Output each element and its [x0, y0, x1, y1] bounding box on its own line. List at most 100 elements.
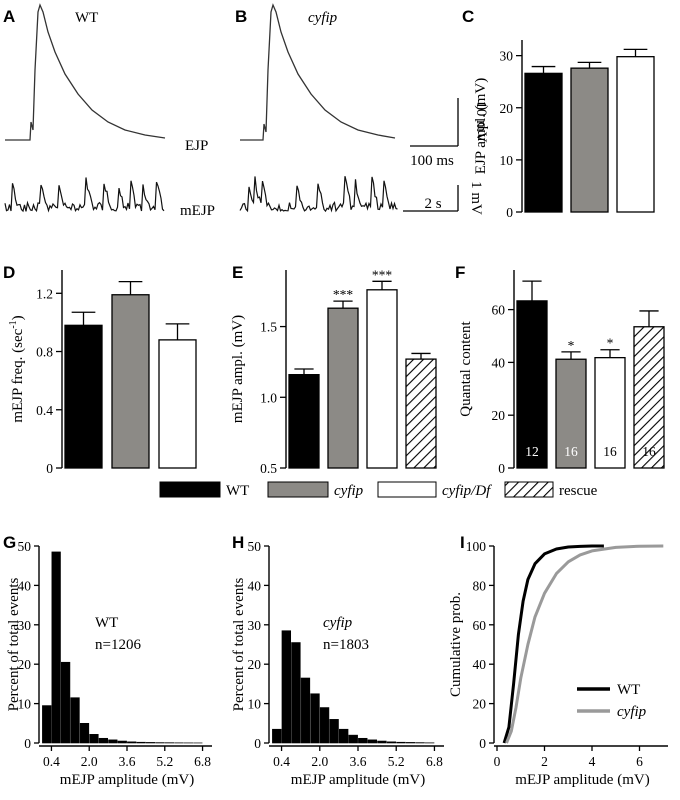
y-tick-label-H: 0	[254, 736, 261, 751]
significance-E-1: ***	[333, 287, 354, 302]
ejp-trace-wt	[5, 3, 166, 141]
y-tick-label-H: 50	[248, 539, 262, 554]
bar-E-3	[405, 358, 437, 469]
panel-label-d: D	[3, 263, 15, 282]
x-tick-label-H: 5.2	[388, 754, 405, 769]
y-tick-label-D: 0.4	[36, 403, 53, 418]
ejp-label: EJP	[185, 138, 208, 154]
hist-bar-H-12	[386, 741, 397, 744]
n-count-H: n=1803	[323, 637, 369, 653]
hist-bar-G-3	[70, 697, 80, 744]
y-tick-label-F: 0	[498, 461, 505, 476]
genotype-legend: WT cyfip cyfip/Df rescue	[159, 481, 598, 499]
bar-C-2	[616, 56, 655, 213]
hist-bar-H-10	[367, 739, 378, 744]
x-tick-label-G: 6.8	[194, 754, 211, 769]
y-tick-label-G: 10	[18, 697, 32, 712]
scalebar-mejp-voltage: 1 mV	[468, 181, 484, 215]
n-count-G: n=1206	[95, 637, 141, 653]
chart-f-quantal-content: 0 20 40 60 Quantal content 12 * 16 * 16 16	[458, 270, 665, 476]
hist-bar-G-10	[136, 741, 146, 744]
y-tick-label-I: 60	[473, 618, 487, 633]
cumulative-line-cyfip	[505, 544, 664, 744]
bar-C-1	[570, 67, 609, 213]
y-tick-label-H: 10	[248, 697, 262, 712]
x-tick-label-G: 5.2	[156, 754, 173, 769]
hist-bar-H-14	[405, 742, 416, 744]
hist-bar-G-0	[42, 705, 52, 744]
y-tick-label-G: 0	[24, 736, 31, 751]
y-tick-label-C: 20	[500, 101, 514, 116]
hist-bar-G-4	[79, 722, 90, 744]
hist-bar-H-2	[291, 642, 301, 744]
n-label-F-3: 16	[642, 444, 656, 459]
x-tick-label-I: 4	[589, 754, 596, 769]
x-tick-label-G: 0.4	[43, 754, 60, 769]
y-axis-label-H: Percent of total events	[231, 577, 247, 711]
y-axis-label-D: mEJP freq. (sec-1)	[8, 315, 26, 422]
panel-label-h: H	[232, 533, 244, 552]
y-tick-label-I: 80	[473, 578, 487, 593]
hist-bar-H-8	[348, 734, 358, 744]
chart-e-mejp-amplitude: 0.5 1.0 1.5 mEJP ampl. (mV) *** ***	[230, 267, 437, 476]
x-tick-label-I: 0	[494, 754, 501, 769]
y-tick-label-D: 0	[46, 461, 53, 476]
hist-bar-H-5	[319, 707, 330, 744]
hist-bar-H-9	[358, 737, 368, 744]
legend-label-I-WT: WT	[617, 682, 640, 698]
hist-bar-H-1	[281, 630, 292, 744]
hist-bar-H-11	[377, 740, 387, 744]
panel-label-i: I	[460, 533, 465, 552]
hist-bar-G-9	[127, 741, 137, 744]
panel-label-e: E	[232, 263, 243, 282]
y-axis-label-E: mEJP ampl. (mV)	[230, 315, 246, 423]
y-tick-label-E: 0.5	[260, 461, 277, 476]
bar-F-2	[594, 356, 626, 469]
legend-label-rescue: rescue	[559, 483, 598, 499]
series-label-H: cyfip	[323, 615, 353, 631]
y-tick-label-I: 40	[473, 657, 487, 672]
scalebar-ejp-time: 100 ms	[410, 153, 454, 169]
legend-label-cyfip: cyfip	[334, 483, 364, 499]
bar-E-1	[327, 307, 359, 469]
y-tick-label-F: 60	[492, 303, 506, 318]
bar-C-0	[524, 72, 563, 213]
hist-bar-G-5	[89, 734, 99, 744]
hist-bar-G-6	[98, 737, 109, 744]
y-tick-label-H: 20	[248, 657, 262, 672]
electrophysiology-traces: WT cyfip EJP mEJP 10 mV 100 ms 1 mV 2 s	[4, 3, 489, 219]
y-axis-label-C: EJP ampl. (mV)	[473, 78, 489, 175]
y-tick-label-F: 40	[492, 355, 506, 370]
hist-bar-H-3	[300, 677, 311, 744]
y-tick-label-G: 40	[18, 578, 32, 593]
y-tick-label-I: 20	[473, 697, 487, 712]
y-tick-label-C: 30	[500, 49, 514, 64]
chart-i-cumulative: 0 20 40 60 80 100 0 2 4 6 WT cyfip mEJP amplitude (m…	[448, 539, 668, 788]
hist-bar-H-7	[338, 728, 349, 744]
legend-label-I-cyfip: cyfip	[617, 704, 647, 720]
mejp-trace-cyfip	[239, 176, 398, 213]
mejp-label: mEJP	[180, 203, 215, 219]
y-tick-label-I: 0	[479, 736, 486, 751]
y-tick-label-E: 1.0	[260, 390, 277, 405]
mejp-trace-wt	[4, 177, 165, 213]
bar-D-2	[158, 339, 197, 469]
legend-swatch-cyfip-df	[377, 481, 437, 498]
y-axis-label-G: Percent of total events	[6, 577, 22, 711]
hist-bar-H-13	[396, 741, 406, 744]
hist-bar-G-2	[60, 661, 71, 744]
trace-a-genotype: WT	[75, 10, 98, 26]
hist-bar-H-6	[329, 719, 339, 744]
panel-label-a: A	[3, 7, 15, 26]
panel-label-f: F	[455, 263, 465, 282]
hist-bar-G-8	[117, 740, 127, 744]
panel-label-c: C	[462, 7, 474, 26]
hist-bar-G-7	[108, 739, 118, 744]
chart-d-mejp-frequency: 0 0.4 0.8 1.2 mEJP freq. (sec-1)	[8, 270, 197, 476]
x-tick-label-H: 6.8	[426, 754, 443, 769]
x-tick-label-I: 2	[541, 754, 548, 769]
y-tick-label-F: 20	[492, 408, 506, 423]
y-tick-label-H: 30	[248, 618, 262, 633]
